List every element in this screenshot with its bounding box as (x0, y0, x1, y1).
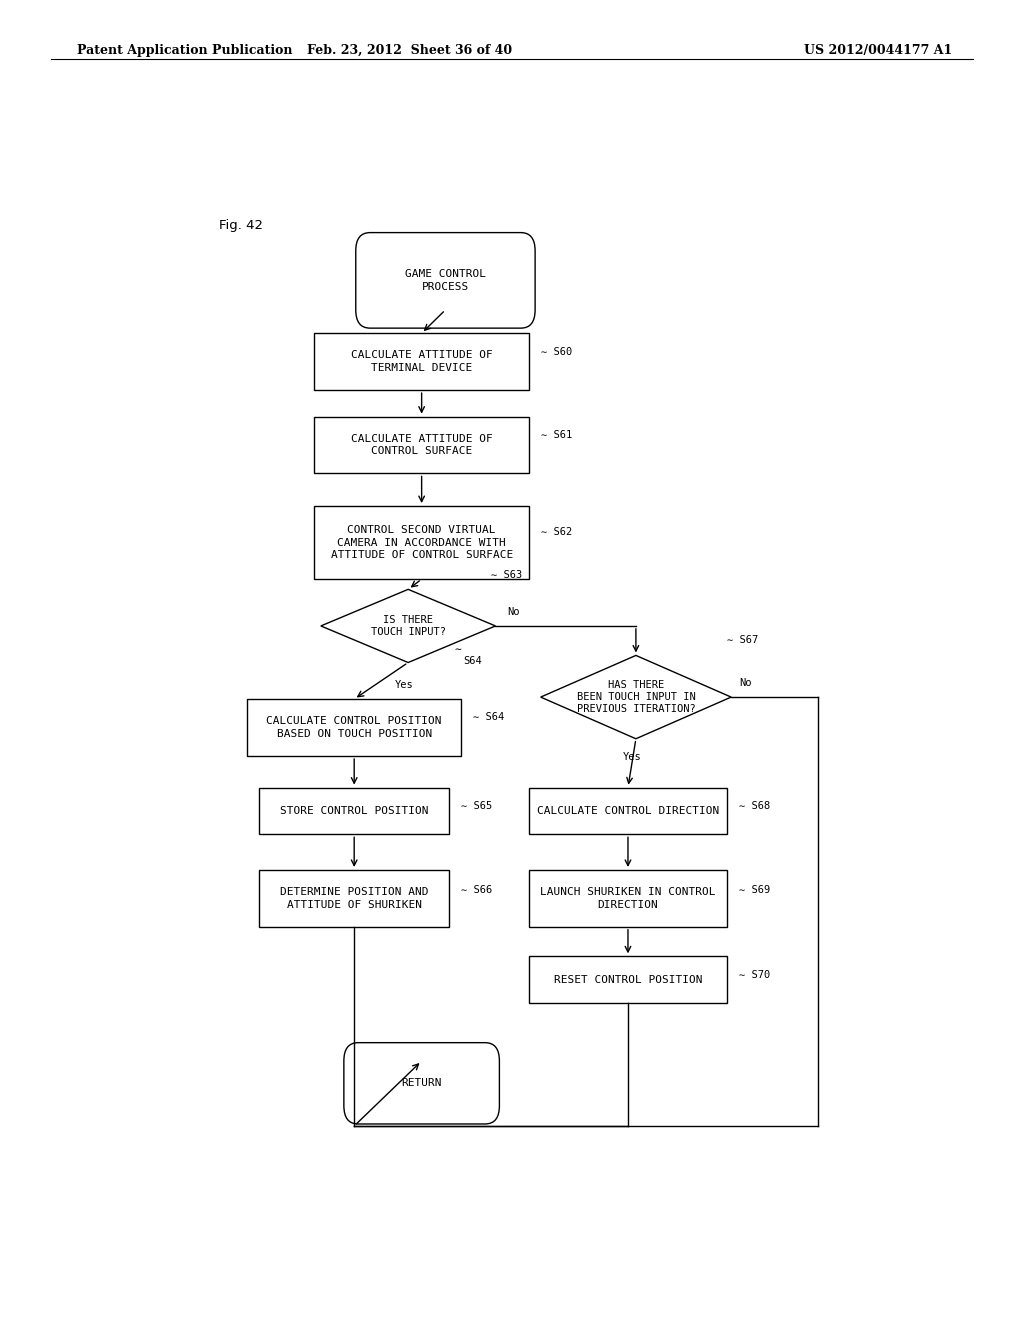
Text: ∼: ∼ (455, 645, 461, 655)
Text: CALCULATE ATTITUDE OF
TERMINAL DEVICE: CALCULATE ATTITUDE OF TERMINAL DEVICE (351, 350, 493, 374)
Text: ∼ S69: ∼ S69 (739, 886, 770, 895)
Text: Yes: Yes (623, 752, 641, 762)
Polygon shape (541, 656, 731, 739)
Text: US 2012/0044177 A1: US 2012/0044177 A1 (804, 44, 952, 57)
Bar (528, 788, 727, 834)
Text: No: No (739, 678, 752, 688)
Text: RESET CONTROL POSITION: RESET CONTROL POSITION (554, 974, 702, 985)
Text: CONTROL SECOND VIRTUAL
CAMERA IN ACCORDANCE WITH
ATTITUDE OF CONTROL SURFACE: CONTROL SECOND VIRTUAL CAMERA IN ACCORDA… (331, 525, 513, 561)
Text: ∼ S61: ∼ S61 (541, 430, 572, 440)
Text: ∼ S70: ∼ S70 (739, 970, 770, 979)
Text: Yes: Yes (395, 680, 414, 690)
Text: STORE CONTROL POSITION: STORE CONTROL POSITION (280, 807, 428, 816)
Bar (528, 870, 727, 927)
Text: ∼ S68: ∼ S68 (739, 801, 770, 810)
Bar (259, 870, 450, 927)
Text: ∼ S67: ∼ S67 (727, 635, 759, 645)
Bar (314, 506, 528, 579)
Text: GAME CONTROL
PROCESS: GAME CONTROL PROCESS (404, 269, 486, 292)
Bar (314, 417, 528, 474)
Text: RETURN: RETURN (401, 1078, 442, 1088)
Text: Feb. 23, 2012  Sheet 36 of 40: Feb. 23, 2012 Sheet 36 of 40 (307, 44, 512, 57)
Text: HAS THERE
BEEN TOUCH INPUT IN
PREVIOUS ITERATION?: HAS THERE BEEN TOUCH INPUT IN PREVIOUS I… (577, 680, 695, 714)
Bar (314, 333, 528, 391)
Text: ∼ S60: ∼ S60 (541, 347, 572, 356)
Text: ∼ S62: ∼ S62 (541, 528, 572, 537)
Text: No: No (507, 607, 520, 616)
Text: LAUNCH SHURIKEN IN CONTROL
DIRECTION: LAUNCH SHURIKEN IN CONTROL DIRECTION (541, 887, 716, 909)
Text: ∼ S63: ∼ S63 (492, 570, 522, 579)
Text: ∼ S64: ∼ S64 (473, 713, 505, 722)
Text: ∼ S66: ∼ S66 (461, 886, 493, 895)
FancyBboxPatch shape (355, 232, 536, 329)
Polygon shape (321, 589, 496, 663)
Text: S64: S64 (464, 656, 482, 665)
Text: ∼ S65: ∼ S65 (461, 801, 493, 810)
Bar (259, 788, 450, 834)
Text: CALCULATE ATTITUDE OF
CONTROL SURFACE: CALCULATE ATTITUDE OF CONTROL SURFACE (351, 434, 493, 457)
Text: Fig. 42: Fig. 42 (219, 219, 263, 232)
FancyBboxPatch shape (344, 1043, 500, 1125)
Text: CALCULATE CONTROL DIRECTION: CALCULATE CONTROL DIRECTION (537, 807, 719, 816)
Text: CALCULATE CONTROL POSITION
BASED ON TOUCH POSITION: CALCULATE CONTROL POSITION BASED ON TOUC… (266, 717, 442, 739)
Text: DETERMINE POSITION AND
ATTITUDE OF SHURIKEN: DETERMINE POSITION AND ATTITUDE OF SHURI… (280, 887, 428, 909)
Bar (247, 700, 461, 756)
Bar (528, 956, 727, 1003)
Text: IS THERE
TOUCH INPUT?: IS THERE TOUCH INPUT? (371, 615, 445, 638)
Text: Patent Application Publication: Patent Application Publication (77, 44, 292, 57)
